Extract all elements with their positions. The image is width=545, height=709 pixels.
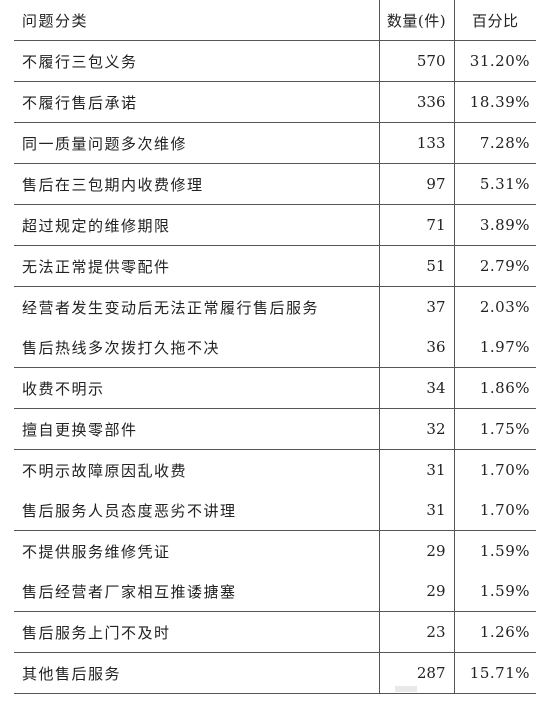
watermark-mark — [395, 686, 417, 692]
row-count: 32 — [379, 408, 455, 450]
row-percent: 31.20% — [454, 40, 536, 82]
row-count: 31 — [379, 449, 455, 490]
row-count: 34 — [379, 367, 455, 409]
table-header-row: 问题分类 数量(件) 百分比 — [14, 0, 536, 41]
row-percent: 5.31% — [454, 163, 536, 205]
row-category: 不提供服务维修凭证 — [14, 530, 380, 571]
table-row: 超过规定的维修期限 71 3.89% — [14, 204, 536, 246]
row-count: 51 — [379, 245, 455, 287]
table-row: 不履行三包义务 570 31.20% — [14, 40, 536, 82]
row-percent: 1.75% — [454, 408, 536, 450]
row-category: 不履行三包义务 — [14, 40, 380, 82]
table-body: 不履行三包义务 570 31.20% 不履行售后承诺 336 18.39% 同一质量问题多次… — [14, 40, 536, 694]
row-count: 37 — [379, 286, 455, 327]
row-category: 经营者发生变动后无法正常履行售后服务 — [14, 286, 380, 327]
row-percent: 1.97% — [479, 338, 530, 356]
row-percent: 1.59% — [454, 530, 536, 571]
row-count: 97 — [379, 163, 455, 205]
header-count: 数量(件) — [379, 0, 455, 41]
row-count: 29 — [379, 530, 455, 571]
table-row: 售后服务人员态度恶劣不讲理 31 1.70% — [14, 490, 536, 531]
row-category: 超过规定的维修期限 — [14, 204, 380, 246]
row-category: 售后热线多次拨打久拖不决 — [14, 327, 380, 368]
table-row: 售后经营者厂家相互推诿搪塞 29 1.59% — [14, 571, 536, 612]
row-category: 售后服务上门不及时 — [14, 611, 380, 653]
table-row: 售后在三包期内收费修理 97 5.31% — [14, 163, 536, 205]
row-category: 其他售后服务 — [14, 652, 380, 694]
row-category: 售后服务人员态度恶劣不讲理 — [14, 490, 380, 531]
table-row: 售后热线多次拨打久拖不决 36 1.97% — [14, 327, 536, 368]
table-row: 经营者发生变动后无法正常履行售后服务 37 2.03% — [14, 286, 536, 327]
row-category: 同一质量问题多次维修 — [14, 122, 380, 164]
row-count: 31 — [379, 490, 455, 531]
row-category: 收费不明示 — [14, 367, 380, 409]
row-count: 287 — [379, 652, 455, 694]
row-count: 71 — [379, 204, 455, 246]
row-percent: 18.39% — [454, 81, 536, 123]
table-row: 无法正常提供零配件 51 2.79% — [14, 245, 536, 287]
header-category: 问题分类 — [14, 0, 380, 41]
row-category: 售后在三包期内收费修理 — [14, 163, 380, 205]
row-percent: 2.03% — [454, 286, 536, 327]
row-category: 擅自更换零部件 — [14, 408, 380, 450]
row-percent: 15.71% — [454, 652, 536, 694]
table-row: 收费不明示 34 1.86% — [14, 367, 536, 409]
table-row: 其他售后服务 287 15.71% — [14, 652, 536, 694]
table-row: 同一质量问题多次维修 133 7.28% — [14, 122, 536, 164]
table-row: 售后服务上门不及时 23 1.26% — [14, 611, 536, 653]
header-percent: 百分比 — [471, 11, 519, 30]
row-category: 售后经营者厂家相互推诿搪塞 — [14, 571, 380, 612]
row-count: 36 — [379, 327, 455, 368]
table-row: 不履行售后承诺 336 18.39% — [14, 81, 536, 123]
complaint-category-table: 问题分类 数量(件) 百分比 不履行三包义务 570 31.20% 不履行售后承诺 33… — [14, 0, 536, 694]
table-row: 不明示故障原因乱收费 31 1.70% — [14, 449, 536, 490]
row-category: 不明示故障原因乱收费 — [14, 449, 380, 490]
row-percent: 1.70% — [479, 501, 530, 519]
row-percent: 1.86% — [454, 367, 536, 409]
row-percent: 7.28% — [454, 122, 536, 164]
row-percent: 3.89% — [454, 204, 536, 246]
row-count: 29 — [379, 571, 455, 612]
row-count: 570 — [379, 40, 455, 82]
row-percent: 1.70% — [454, 449, 536, 490]
table-container: 问题分类 数量(件) 百分比 不履行三包义务 570 31.20% 不履行售后承诺 33… — [14, 0, 536, 694]
row-category: 无法正常提供零配件 — [14, 245, 380, 287]
table-row: 不提供服务维修凭证 29 1.59% — [14, 530, 536, 571]
row-percent: 1.26% — [454, 611, 536, 653]
row-count: 133 — [379, 122, 455, 164]
row-count: 336 — [379, 81, 455, 123]
row-percent: 2.79% — [454, 245, 536, 287]
row-category: 不履行售后承诺 — [14, 81, 380, 123]
row-count: 23 — [379, 611, 455, 653]
table-row: 擅自更换零部件 32 1.75% — [14, 408, 536, 450]
row-percent: 1.59% — [479, 582, 530, 600]
